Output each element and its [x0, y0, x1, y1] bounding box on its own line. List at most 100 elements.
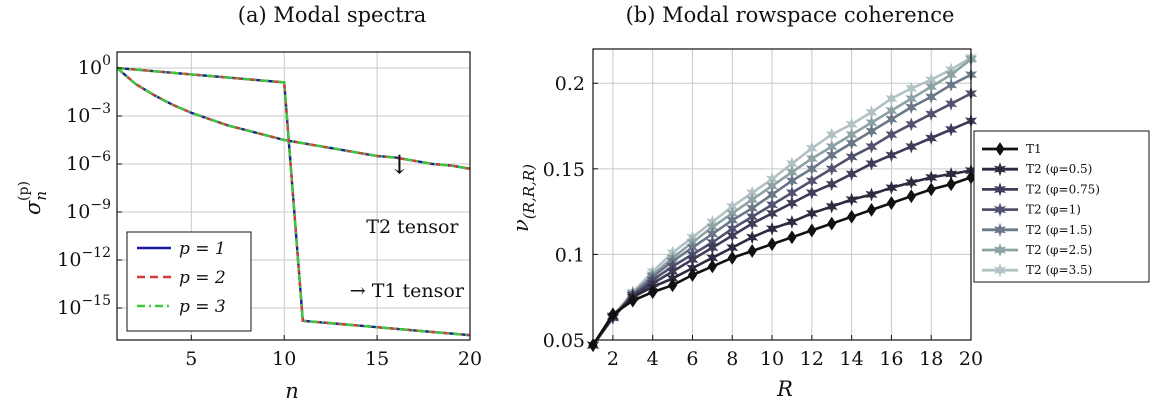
chart-b-data-point: [805, 173, 818, 188]
chart-b-data-point: [747, 244, 757, 258]
chart-b-legend-marker: [993, 202, 1007, 217]
chart-b-data-point: [885, 91, 898, 106]
chart-b-x-tick-label: 18: [919, 348, 943, 370]
chart-b-data-point: [845, 136, 858, 151]
chart-b-data-point: [805, 185, 818, 200]
chart-a-y-tick-label: 10−12: [57, 245, 111, 271]
svg-text:ν(R,R,R): ν(R,R,R): [509, 164, 538, 232]
chart-a-grid: [117, 52, 471, 340]
chart-b-data-point: [667, 278, 678, 293]
chart-b-data-point: [845, 149, 858, 164]
chart-a-y-tick-label: 10−15: [57, 293, 111, 319]
chart-a-y-tick-exp: −3: [90, 101, 111, 117]
chart-b-x-tick-label: 16: [879, 348, 903, 370]
chart-b-legend-marker: [993, 263, 1007, 278]
chart-a-x-tick-label: 20: [458, 348, 482, 370]
chart-b-data-point: [905, 117, 918, 132]
chart-b-legend-marker: [993, 222, 1007, 237]
chart-a-y-tick-base: 10: [57, 297, 81, 319]
chart-a-annotation: → T1 tensor: [350, 280, 465, 302]
chart-b-x-tick-label: 20: [959, 348, 983, 370]
chart-a-y-tick-exp: −12: [81, 245, 111, 261]
chart-b-legend-marker: [993, 182, 1007, 197]
chart-b: (b) Modal rowspace coherence 2 4 6 8 10 12 14 1…: [509, 3, 1150, 401]
chart-a-legend: p = 1 p = 2 p = 3: [126, 231, 252, 332]
chart-a-legend-label: p = 3: [179, 297, 226, 317]
chart-b-data-point: [886, 196, 897, 210]
chart-a-x-tick-label: 10: [272, 348, 296, 370]
chart-a-y-label-sub: n: [32, 191, 50, 201]
chart-b-data-point: [946, 177, 956, 192]
chart-a-frame: [116, 51, 471, 341]
chart-b-data-point: [767, 237, 777, 252]
chart-b-y-label-sub: (R,R,R): [520, 164, 538, 219]
chart-b-x-tick-label: 10: [760, 348, 784, 370]
chart-a-y-label: σn(p): [16, 181, 50, 215]
chart-a-y-tick-exp: 0: [102, 53, 111, 69]
chart-b-data-point: [885, 180, 898, 195]
chart-a-title: (a) Modal spectra: [238, 3, 427, 27]
chart-b-data-point: [746, 230, 759, 245]
chart-a-x-tick-label: 15: [365, 348, 389, 370]
chart-b-y-label: ν(R,R,R): [509, 164, 538, 232]
chart-b-data-point: [925, 130, 938, 145]
chart-b-data-point: [906, 189, 916, 204]
chart-b-y-ticks: 0.05 0.1 0.15 0.2: [543, 73, 598, 352]
chart-a-y-tick-exp: −9: [90, 197, 111, 213]
chart-b-x-tick-label: 12: [800, 348, 824, 370]
chart-a-legend-label: p = 1: [179, 239, 226, 259]
chart-a-annotations: ↓ T2 tensor → T1 tensor: [350, 151, 465, 302]
chart-b-data-point: [805, 206, 818, 221]
chart-b-data-point: [885, 148, 898, 163]
chart-b-data-point: [787, 230, 797, 245]
chart-b-data-point: [926, 182, 936, 197]
chart-b-data-point: [925, 106, 938, 121]
chart-a-y-tick-base: 10: [66, 153, 90, 175]
chart-b-y-label-main: ν: [509, 219, 533, 232]
chart-b-data-point: [885, 127, 898, 142]
chart-b-data-point: [766, 206, 779, 221]
chart-b-legend-marker: [995, 142, 1005, 156]
chart-a-annotation: T2 tensor: [366, 216, 459, 238]
chart-b-series-line: [591, 73, 972, 346]
chart-b-data-point: [847, 209, 857, 224]
chart-a-y-tick-base: 10: [57, 249, 81, 271]
chart-a-series-line: [116, 67, 471, 170]
chart-b-data-point: [807, 223, 817, 238]
chart-b-series-line: [591, 58, 972, 346]
chart-b-legend-label: T2 (φ=1): [1026, 203, 1081, 217]
chart-b-legend-label: T2 (φ=1.5): [1026, 223, 1092, 237]
chart-b-series-line: [591, 176, 972, 346]
chart-a-annotation: ↓: [389, 151, 411, 181]
chart-b-legend-label: T2 (φ=0.75): [1026, 182, 1100, 196]
chart-b-curves: [586, 50, 978, 353]
chart-a-y-tick-base: 10: [66, 201, 90, 223]
chart-a-y-tick-exp: −15: [81, 293, 111, 309]
chart-a-x-ticks: 5 10 15 20: [185, 335, 482, 370]
chart-b-x-label: R: [776, 377, 793, 401]
chart-a-y-tick-base: 10: [66, 105, 90, 127]
chart-b-data-point: [727, 250, 737, 265]
chart-a-x-tick-label: 5: [185, 348, 197, 370]
chart-b-legend-label: T2 (φ=0.5): [1026, 162, 1092, 176]
chart-a-y-tick-label: 100: [78, 53, 111, 79]
chart-a-y-label-sup: (p): [16, 181, 32, 201]
chart-b-data-point: [905, 100, 918, 115]
chart-b-legend-box: [973, 130, 1150, 283]
svg-text:σn(p): σn(p): [16, 181, 50, 215]
chart-b-legend-label: T2 (φ=2.5): [1026, 243, 1092, 257]
chart-a-y-tick-base: 10: [78, 57, 102, 79]
chart-b-data-point: [905, 175, 918, 190]
chart-a-y-tick-label: 10−9: [66, 197, 111, 223]
chart-b-data-point: [827, 216, 837, 231]
chart-a-x-label: n: [285, 379, 299, 403]
chart-b-series-line: [591, 92, 972, 346]
chart-b-data-point: [628, 293, 638, 308]
chart-b-x-tick-label: 14: [840, 348, 864, 370]
chart-b-data-point: [845, 167, 858, 181]
chart-b-frame: [592, 48, 972, 341]
chart-b-y-tick-label: 0.2: [555, 73, 585, 95]
chart-b-x-tick-label: 6: [686, 348, 698, 370]
chart-b-data-point: [825, 161, 838, 176]
